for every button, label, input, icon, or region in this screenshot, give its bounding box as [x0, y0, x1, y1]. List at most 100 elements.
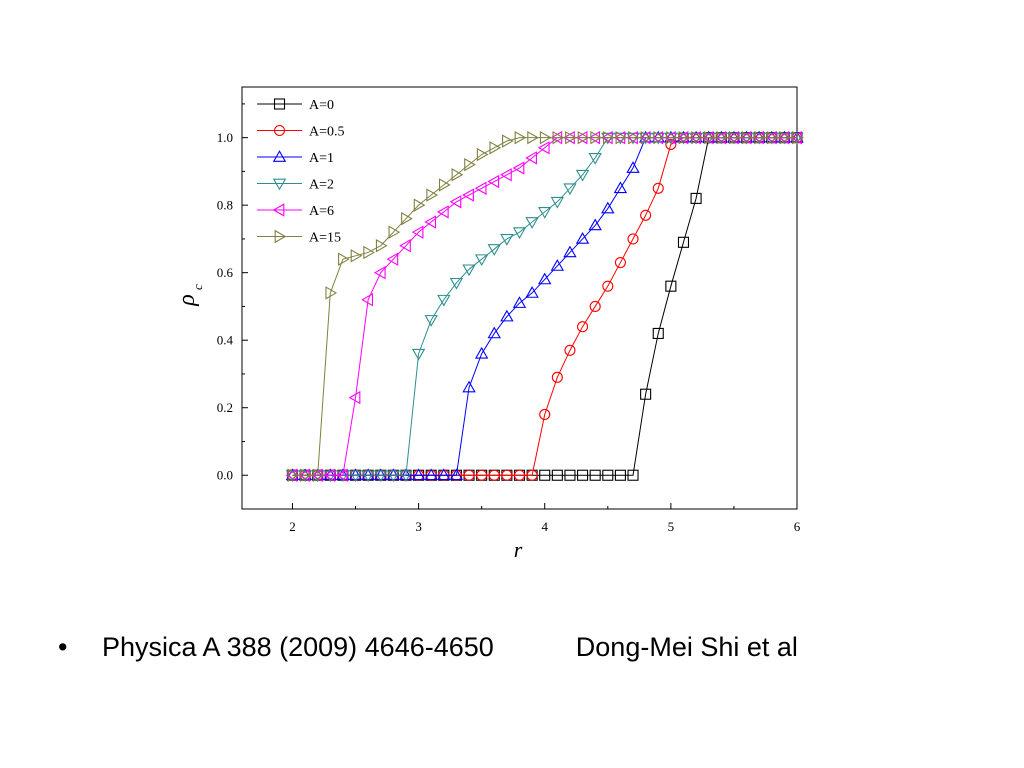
data-point — [577, 321, 589, 333]
data-point — [665, 138, 677, 150]
data-point — [589, 300, 601, 312]
data-point — [613, 181, 628, 194]
data-point — [527, 130, 539, 145]
data-point — [777, 130, 792, 143]
citation-text: Physica A 388 (2009) 4646-4650 — [102, 632, 494, 662]
data-point — [602, 280, 614, 292]
data-point — [765, 130, 779, 143]
plot-frame — [241, 86, 798, 510]
data-point — [638, 130, 653, 143]
data-point — [399, 470, 413, 483]
author-text: Dong-Mei Shi et al — [575, 632, 798, 662]
data-point — [676, 132, 691, 145]
data-point — [551, 371, 563, 383]
data-point — [325, 286, 338, 300]
data-point — [777, 132, 792, 145]
data-point — [727, 132, 741, 145]
data-point — [374, 470, 388, 483]
data-point — [413, 198, 426, 212]
legend-marker — [273, 98, 286, 110]
data-point — [424, 315, 438, 327]
data-point — [588, 153, 602, 165]
data-point — [689, 130, 703, 143]
data-point — [626, 161, 640, 173]
line-chart: 2 3 4 5 60.00.20.40.60.81.0 A=0A=0.5A=1A=2A=… — [174, 86, 804, 562]
data-point — [438, 178, 451, 192]
data-point — [462, 188, 474, 202]
data-point — [386, 252, 399, 266]
data-point — [551, 469, 563, 481]
data-point — [375, 238, 388, 253]
data-point — [575, 169, 590, 182]
legend-label: A=15 — [309, 231, 341, 246]
data-point — [373, 265, 386, 280]
data-point — [577, 469, 589, 481]
data-point — [285, 470, 300, 483]
data-point — [790, 130, 802, 145]
data-point — [298, 468, 312, 481]
data-point — [361, 468, 375, 481]
data-point — [500, 234, 514, 246]
legend-marker — [272, 178, 287, 191]
data-point — [677, 236, 690, 248]
data-point — [638, 132, 653, 145]
data-point — [628, 130, 640, 145]
series-2 — [285, 130, 804, 481]
data-point — [575, 232, 590, 244]
data-point — [702, 132, 716, 145]
series-5 — [287, 130, 804, 482]
data-point — [348, 390, 361, 405]
data-point — [323, 470, 337, 483]
data-point — [411, 468, 426, 481]
data-point — [754, 130, 767, 145]
data-point — [766, 130, 779, 145]
y-tick-label: 0.6 — [217, 265, 234, 280]
data-point — [336, 468, 350, 481]
data-point — [399, 468, 413, 481]
data-point — [502, 134, 514, 148]
data-point — [512, 296, 527, 308]
data-point — [550, 259, 565, 271]
data-point — [488, 469, 500, 481]
legend-marker — [272, 150, 287, 162]
data-point — [626, 132, 640, 145]
data-point — [613, 132, 628, 145]
series-line — [292, 137, 797, 476]
series-line — [292, 137, 797, 476]
data-point — [500, 309, 514, 322]
data-point — [310, 468, 325, 481]
data-point — [676, 130, 691, 143]
data-point — [363, 245, 375, 260]
data-point — [537, 141, 550, 155]
data-point — [512, 227, 527, 240]
data-point — [666, 130, 678, 145]
data-point — [652, 327, 664, 339]
axes-layer: 2 3 4 5 6 0.0 0.2 0.4 0.6 0.8 1.0 — [217, 86, 801, 534]
data-point — [739, 130, 754, 143]
data-point — [689, 132, 703, 145]
data-point — [374, 468, 388, 481]
data-point — [525, 286, 539, 298]
data-point — [336, 468, 348, 482]
data-point — [790, 130, 804, 143]
data-point — [790, 132, 804, 145]
data-point — [287, 468, 300, 482]
data-point — [563, 245, 577, 258]
data-point — [401, 211, 413, 226]
data-point — [348, 468, 363, 481]
data-point — [564, 469, 576, 481]
data-point — [601, 132, 615, 145]
data-point — [298, 470, 312, 483]
data-point — [665, 280, 677, 292]
data-point — [474, 346, 489, 359]
data-point — [449, 195, 462, 209]
data-point — [779, 130, 792, 145]
legend-marker — [273, 124, 286, 137]
y-axis-label-subscript: c — [190, 284, 205, 290]
data-point — [312, 468, 325, 482]
data-point — [525, 217, 539, 229]
data-point — [411, 348, 426, 361]
data-point — [678, 130, 691, 145]
data-point — [424, 215, 437, 229]
data-point — [563, 183, 577, 196]
